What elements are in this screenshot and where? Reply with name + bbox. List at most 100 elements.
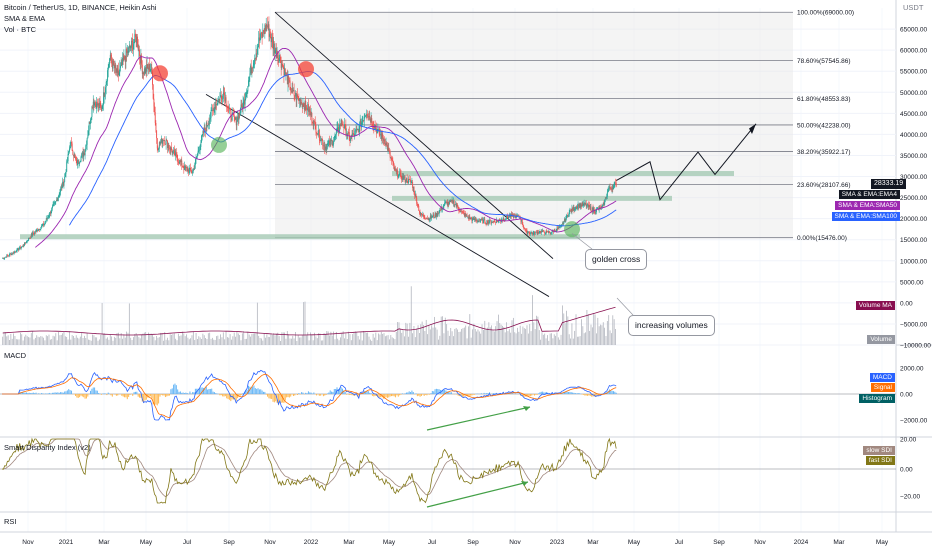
candle-body	[127, 50, 129, 53]
candle-body	[416, 197, 418, 204]
candle-body	[350, 138, 352, 141]
candle-body	[190, 167, 192, 171]
candle-body	[197, 153, 198, 157]
candle-body	[353, 134, 355, 136]
candle-body	[358, 129, 360, 133]
candle-body	[501, 219, 503, 221]
candle-body	[245, 97, 247, 100]
slow-sdi-tag: slow SDI	[863, 446, 895, 455]
candle-body	[446, 202, 448, 206]
candle-body	[61, 186, 63, 188]
indicator-sma-ema[interactable]: SMA & EMA	[4, 14, 46, 23]
candle-body	[455, 204, 456, 205]
candle-body	[118, 70, 119, 76]
candle-body	[34, 231, 36, 234]
candle-body	[69, 148, 70, 152]
candle-body	[154, 112, 156, 123]
candle-body	[380, 134, 382, 139]
candle-body	[173, 150, 175, 152]
candle-body	[558, 227, 560, 228]
candle-body	[436, 213, 438, 216]
candle-body	[223, 92, 225, 95]
candle-body	[365, 115, 367, 117]
candle-body	[167, 140, 168, 149]
candle-body	[60, 188, 62, 193]
fib-level-label: 0.00%(15476.00)	[797, 235, 847, 242]
candle-body	[363, 120, 365, 121]
candle-body	[526, 230, 528, 235]
candle-body	[64, 173, 66, 177]
candle-body	[354, 130, 356, 136]
candle-body	[293, 90, 294, 92]
candle-body	[15, 251, 17, 253]
candle-body	[26, 241, 28, 242]
candle-body	[438, 210, 440, 214]
candle-body	[477, 220, 479, 223]
candle-body	[237, 116, 239, 120]
candle-body	[177, 158, 179, 162]
candle-body	[43, 223, 45, 226]
candle-body	[125, 49, 127, 62]
candle-body	[259, 38, 261, 41]
candle-body	[240, 104, 242, 113]
candle-body	[152, 84, 154, 99]
candle-body	[476, 219, 478, 222]
price-axis-tick: 45000.00	[900, 111, 927, 118]
candle-body	[122, 57, 124, 65]
candle-body	[250, 65, 252, 74]
candle-body	[180, 160, 181, 163]
candle-body	[389, 151, 391, 158]
candle-body	[305, 105, 307, 110]
candle-body	[525, 230, 527, 231]
candle-body	[415, 194, 417, 198]
candle-body	[485, 223, 487, 224]
candle-body	[399, 172, 401, 174]
time-axis-tick: Mar	[833, 539, 845, 546]
candle-body	[491, 222, 493, 224]
candle-body	[241, 104, 243, 107]
candle-body	[345, 125, 347, 135]
candle-body	[357, 129, 359, 130]
increasing-volumes-callout[interactable]: increasing volumes	[628, 315, 715, 336]
time-axis-tick: Nov	[264, 539, 276, 546]
candle-body	[365, 114, 367, 116]
candle-body	[490, 220, 492, 224]
golden-cross-callout[interactable]: golden cross	[585, 249, 648, 270]
candle-body	[248, 80, 249, 87]
candle-body	[156, 130, 158, 139]
candle-body	[18, 248, 20, 251]
candle-body	[276, 47, 277, 58]
candle-body	[7, 255, 8, 256]
candle-body	[582, 202, 584, 206]
candle-body	[348, 132, 350, 136]
candle-body	[102, 104, 104, 107]
candle-body	[335, 134, 337, 135]
candle-body	[522, 224, 524, 226]
candle-body	[308, 104, 309, 112]
candle-body	[179, 160, 181, 164]
candle-body	[263, 30, 264, 33]
candle-body	[83, 152, 85, 156]
candle-body	[273, 44, 275, 54]
candle-body	[484, 219, 486, 223]
indicator-volume[interactable]: Vol · BTC	[4, 25, 37, 34]
candle-body	[544, 232, 546, 234]
candle-body	[199, 149, 200, 151]
candle-body	[495, 219, 497, 223]
candle-body	[579, 203, 580, 208]
fib-level-label: 61.80%(48553.83)	[797, 96, 851, 103]
candle-body	[280, 56, 281, 64]
candle-body	[133, 44, 134, 50]
increasing-volumes-pointer	[616, 297, 634, 316]
candle-body	[351, 135, 353, 136]
candle-body	[192, 171, 194, 174]
candle-body	[436, 213, 437, 217]
candle-body	[352, 132, 354, 135]
candle-body	[564, 218, 566, 222]
candle-body	[370, 118, 372, 123]
candle-body	[530, 232, 532, 233]
time-axis-tick: Nov	[509, 539, 521, 546]
candle-body	[96, 101, 98, 109]
